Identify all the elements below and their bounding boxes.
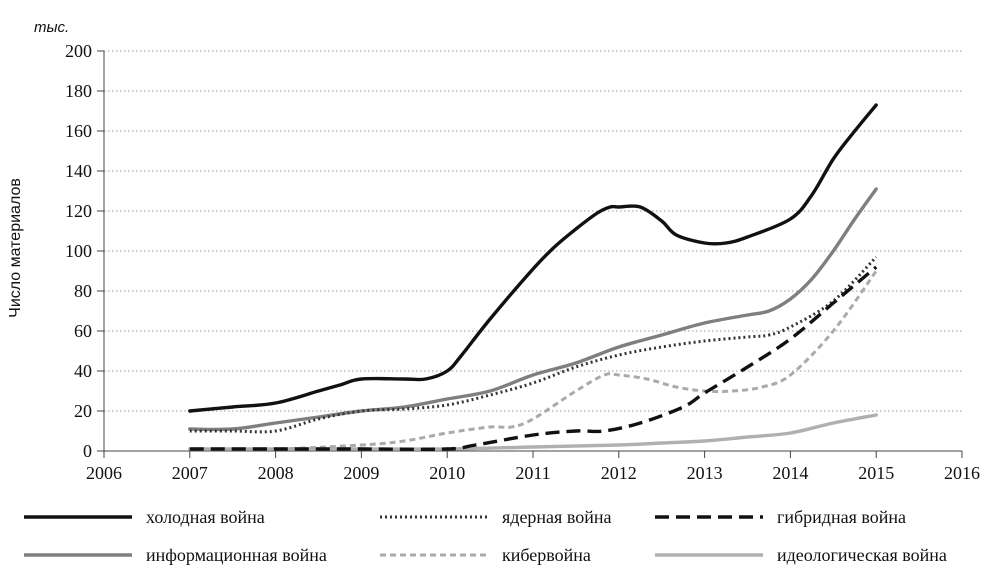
series-line-3 — [188, 187, 878, 432]
y-tick-label: 0 — [83, 441, 92, 461]
legend-label-2: гибридная война — [777, 507, 906, 527]
y-tick-label: 40 — [74, 361, 92, 381]
series-line-0 — [188, 103, 878, 413]
x-tick-label: 2007 — [172, 463, 208, 483]
legend-label-4: кибервойна — [502, 545, 591, 565]
y-tick-label: 100 — [65, 241, 92, 261]
y-tick-label: 140 — [65, 161, 92, 181]
legend: холодная война ядерная война гибридная вой… — [24, 507, 947, 565]
legend-label-3: информационная война — [146, 545, 327, 565]
tick-labels: 0 20 40 60 80 100 120 140 160 180 200 2006 2007 2008 2… — [65, 41, 980, 483]
x-tick-label: 2013 — [687, 463, 723, 483]
y-tick-label: 20 — [74, 401, 92, 421]
legend-label-5: идеологическая война — [777, 545, 947, 565]
y-axis-label: Число материалов — [7, 178, 24, 318]
legend-label-0: холодная война — [146, 507, 265, 527]
series-line-4 — [189, 270, 878, 451]
x-tick-label: 2011 — [515, 463, 550, 483]
grid — [104, 50, 962, 412]
y-tick-label: 120 — [65, 201, 92, 221]
x-tick-label: 2012 — [601, 463, 637, 483]
legend-label-1: ядерная война — [502, 507, 611, 527]
series-line-2 — [189, 265, 878, 451]
x-tick-label: 2009 — [343, 463, 379, 483]
x-tick-label: 2006 — [86, 463, 122, 483]
x-tick-label: 2008 — [258, 463, 294, 483]
series-line-5 — [188, 413, 878, 451]
axes — [97, 50, 963, 458]
y-tick-label: 160 — [65, 121, 92, 141]
x-tick-label: 2014 — [772, 463, 808, 483]
x-tick-label: 2010 — [429, 463, 465, 483]
x-tick-label: 2016 — [944, 463, 980, 483]
y-tick-label: 80 — [74, 281, 92, 301]
y-tick-label: 180 — [65, 81, 92, 101]
y-tick-label: 200 — [65, 41, 92, 61]
y-tick-label: 60 — [74, 321, 92, 341]
x-tick-label: 2015 — [858, 463, 894, 483]
series-line-1 — [189, 255, 878, 434]
series-lines — [188, 103, 878, 451]
unit-label: тыс. — [34, 19, 69, 36]
